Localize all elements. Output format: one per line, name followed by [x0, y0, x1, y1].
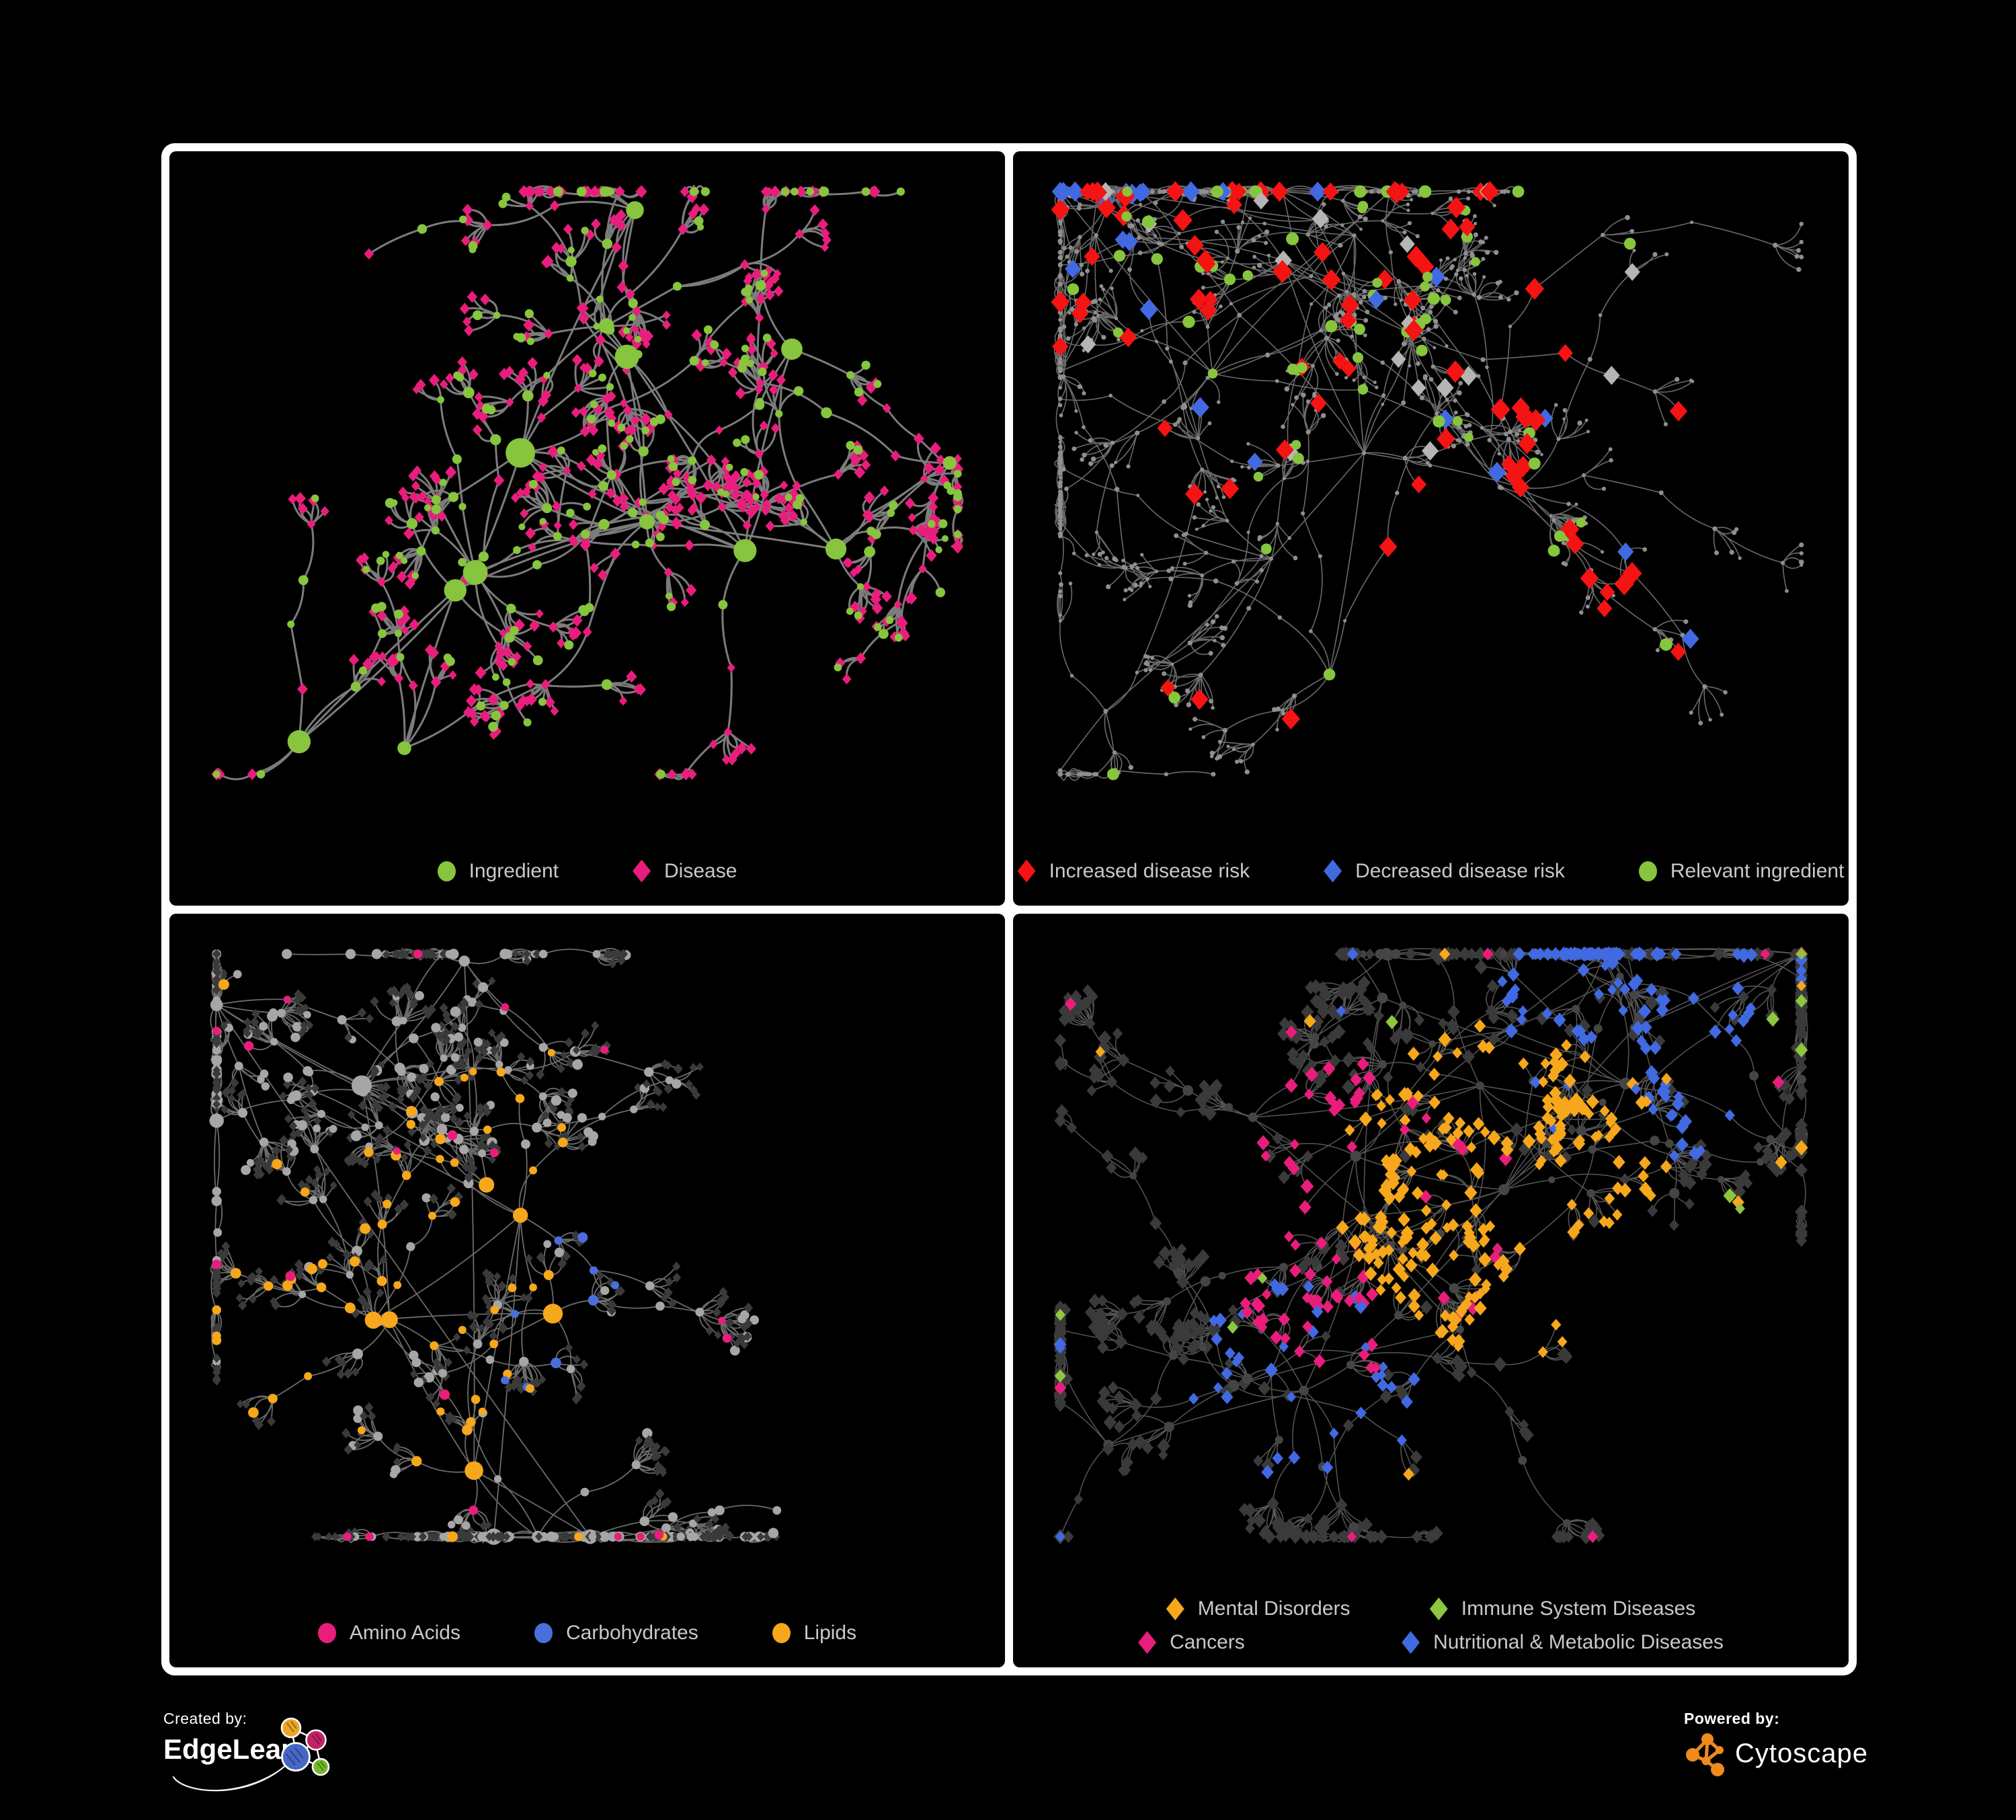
panel-nutrient-classes: Amino Acids Carbohydrates Lipids — [169, 913, 1005, 1667]
panel-disease-classes: Mental Disorders Immune System Diseases Ca… — [1013, 913, 1849, 1667]
panel-disease-risk: Increased disease risk Decreased disease … — [1013, 151, 1849, 906]
created-by-block: Created by: EdgeLeap — [163, 1710, 330, 1792]
cytoscape-logo-icon — [1686, 1733, 1724, 1776]
network-graph-disease-classes — [1053, 946, 1808, 1544]
panel-grid: Ingredient Disease Increased disease risk… — [161, 143, 1857, 1675]
powered-by-block: Powered by: Cytosc — [1684, 1710, 1868, 1776]
cytoscape-wordmark: Cytoscape — [1735, 1738, 1868, 1768]
created-by-label: Created by: — [163, 1710, 247, 1727]
powered-by-label: Powered by: — [1684, 1710, 1780, 1727]
network-graph-ingredient-disease — [211, 184, 964, 781]
panel-ingredient-disease: Ingredient Disease — [169, 151, 1005, 906]
network-graph-disease-risk — [1051, 180, 1804, 781]
network-graph-nutrient-classes — [209, 947, 782, 1545]
edgeleap-wordmark: EdgeLeap — [163, 1733, 298, 1765]
